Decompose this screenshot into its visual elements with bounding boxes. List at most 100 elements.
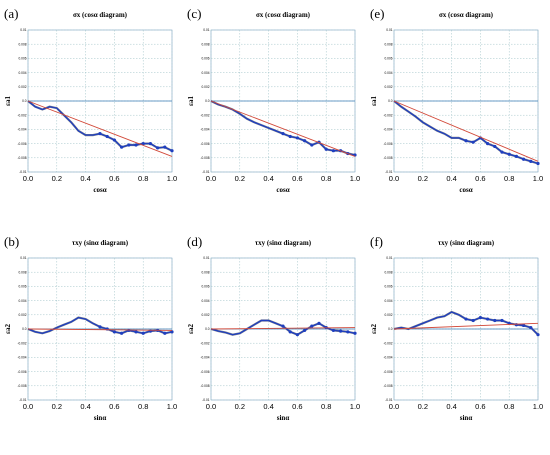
y-axis-label: εa2 — [4, 324, 12, 334]
chart-panel-a: (a) σx (cosα diagram) 0.0 0.2 0.4 0.6 0.8 1.0 0.… — [0, 0, 183, 227]
data-point — [141, 142, 145, 146]
y-tick-label: -0.01 — [202, 170, 209, 174]
data-point — [134, 330, 138, 334]
y-axis-label: εa2 — [370, 324, 378, 334]
data-point — [529, 325, 533, 330]
panel-label: (a) — [4, 6, 18, 21]
chart-svg-e: (e) σx (cosα diagram) 0.0 0.2 0.4 0.6 0.8 1.0 0.… — [370, 6, 543, 194]
y-tick-label: -0.01 — [202, 398, 209, 402]
data-point — [493, 318, 497, 323]
y-tick-label: -0.006 — [383, 370, 392, 374]
y-tick-label: 0.0 — [205, 99, 210, 103]
data-point — [120, 331, 124, 335]
y-tick-label: 0.008 — [385, 270, 393, 274]
x-tick-label: 0.8 — [504, 174, 514, 183]
y-tick-label: 0.01 — [386, 256, 392, 260]
panel-label: (b) — [4, 234, 19, 249]
y-tick-label: -0.006 — [200, 142, 209, 146]
data-point — [331, 149, 335, 153]
data-point — [522, 323, 526, 328]
chart-svg-d: (d) τxy (sinα diagram) 0.0 0.2 0.4 0.6 0.8 1.0 0… — [187, 234, 360, 422]
y-tick-label: -0.006 — [17, 370, 26, 374]
chart-title: σx (cosα diagram) — [439, 11, 494, 19]
y-tick-label: 0.006 — [385, 57, 393, 61]
x-axis-label: sinα — [277, 414, 290, 422]
x-tick-label: 1.0 — [167, 402, 177, 411]
y-tick-label: 0.01 — [20, 256, 26, 260]
x-tick-label: 0.0 — [389, 174, 399, 183]
y-tick-label: -0.008 — [383, 156, 392, 160]
x-tick-label: 1.0 — [167, 174, 177, 183]
y-tick-label: -0.01 — [19, 170, 26, 174]
y-tick-label: -0.008 — [383, 384, 392, 388]
chart-svg-c: (c) σx (cosα diagram) 0.0 0.2 0.4 0.6 0.8 1.0 0.… — [187, 6, 360, 194]
y-tick-label: 0.01 — [386, 28, 392, 32]
data-point — [317, 321, 321, 325]
x-axis-label: sinα — [460, 414, 473, 422]
y-tick-label: 0.004 — [385, 299, 393, 303]
data-point — [288, 134, 292, 139]
y-tick-label: -0.008 — [200, 384, 209, 388]
data-point — [331, 328, 335, 333]
data-point — [464, 139, 468, 143]
x-tick-label: 0.8 — [321, 174, 331, 183]
fit-line — [210, 327, 356, 330]
y-tick-label: 0.006 — [385, 285, 393, 289]
y-tick-label: -0.004 — [200, 128, 209, 132]
x-tick-label: 0.6 — [292, 174, 302, 183]
data-point — [98, 132, 102, 136]
y-tick-label: -0.006 — [383, 142, 392, 146]
data-point — [486, 142, 490, 146]
x-tick-label: 0.4 — [80, 174, 90, 183]
data-point — [478, 316, 482, 320]
x-axis-label: cosα — [93, 186, 106, 194]
y-tick-label: -0.002 — [200, 113, 209, 117]
y-tick-label: -0.004 — [383, 356, 392, 360]
y-tick-label: -0.008 — [17, 384, 26, 388]
y-tick-label: 0.002 — [19, 313, 27, 317]
x-tick-label: 0.0 — [206, 174, 216, 183]
fit-line — [210, 100, 356, 157]
y-tick-label: 0.0 — [22, 99, 27, 103]
data-point — [156, 146, 160, 150]
y-tick-label: 0.002 — [19, 85, 27, 89]
data-point — [134, 143, 138, 147]
chart-panel-d: (d) τxy (sinα diagram) 0.0 0.2 0.4 0.6 0.8 1.0 0… — [183, 228, 366, 455]
y-tick-label: -0.002 — [383, 113, 392, 117]
y-tick-label: -0.002 — [383, 341, 392, 345]
y-tick-label: -0.002 — [17, 113, 26, 117]
fit-line — [393, 100, 539, 162]
y-tick-label: 0.01 — [20, 28, 26, 32]
y-tick-label: 0.0 — [22, 327, 27, 331]
y-axis-label: εa1 — [187, 96, 195, 106]
data-point — [141, 331, 145, 335]
y-tick-label: 0.008 — [19, 270, 27, 274]
chart-title: σx (cosα diagram) — [256, 11, 311, 19]
y-tick-label: -0.004 — [200, 356, 209, 360]
x-tick-label: 0.8 — [504, 402, 514, 411]
x-tick-label: 1.0 — [350, 402, 360, 411]
x-tick-label: 0.8 — [138, 402, 148, 411]
y-tick-label: 0.0 — [388, 327, 393, 331]
x-tick-label: 1.0 — [533, 174, 543, 183]
data-point — [281, 132, 285, 136]
panel-label: (f) — [370, 234, 383, 249]
data-point — [112, 330, 116, 334]
chart-panel-e: (e) σx (cosα diagram) 0.0 0.2 0.4 0.6 0.8 1.0 0.… — [366, 0, 549, 227]
x-axis-label: cosα — [459, 186, 472, 194]
data-point — [353, 331, 357, 335]
x-tick-label: 0.6 — [475, 174, 485, 183]
y-tick-label: -0.004 — [17, 356, 26, 360]
y-tick-label: 0.01 — [203, 28, 209, 32]
x-tick-label: 0.6 — [109, 402, 119, 411]
y-tick-label: 0.002 — [202, 85, 210, 89]
data-point — [464, 317, 468, 321]
chart-svg-b: (b) τxy (sinα diagram) 0.0 0.2 0.4 0.6 0.8 1.0 0… — [4, 234, 177, 422]
y-tick-label: -0.008 — [17, 156, 26, 160]
x-axis-label: sinα — [94, 414, 107, 422]
x-tick-label: 0.2 — [235, 402, 245, 411]
data-point — [112, 138, 116, 142]
x-tick-label: 0.4 — [446, 402, 456, 411]
data-point — [536, 333, 540, 337]
data-point — [170, 149, 174, 153]
